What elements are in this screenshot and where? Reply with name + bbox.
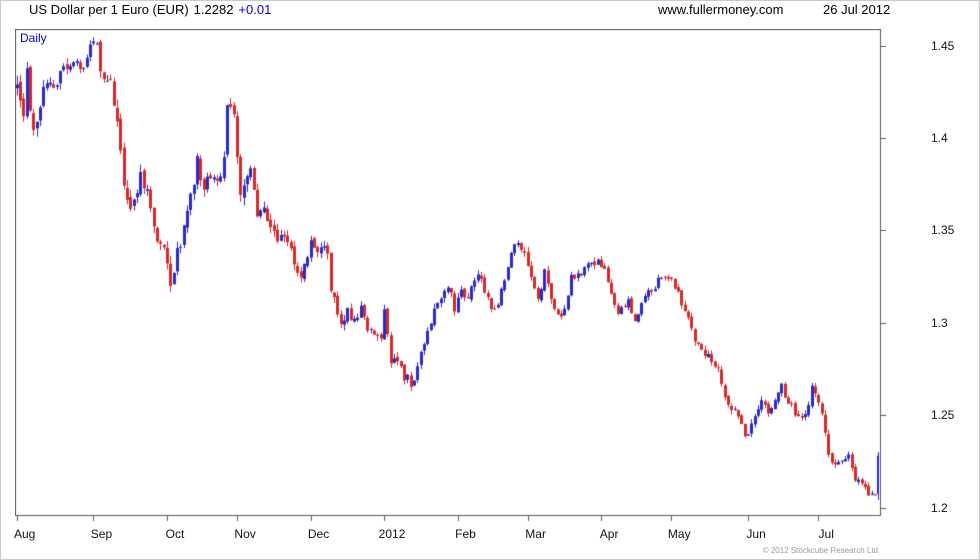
- last-price: 1.2282: [193, 2, 234, 17]
- x-axis-label: 2012: [378, 527, 406, 541]
- x-axis-label: Jun: [746, 527, 766, 541]
- x-axis-label: Oct: [165, 527, 185, 541]
- interval-label: Daily: [20, 31, 47, 45]
- chart-date: 26 Jul 2012: [823, 2, 891, 17]
- x-axis-label: Aug: [13, 527, 36, 541]
- y-axis-label: 1.4: [931, 131, 948, 146]
- price-chart-canvas: [15, 29, 887, 523]
- x-axis-label: Sep: [90, 527, 113, 541]
- x-axis-label: Dec: [307, 527, 330, 541]
- y-axis-label: 1.2: [931, 500, 948, 515]
- x-axis-label: Mar: [525, 527, 546, 541]
- x-axis-label: Nov: [234, 527, 256, 541]
- x-axis-label: May: [667, 527, 691, 541]
- y-axis-label: 1.35: [931, 223, 955, 238]
- y-axis-label: 1.3: [931, 315, 948, 330]
- price-change: +0.01: [238, 2, 272, 17]
- y-axis-label: 1.25: [931, 408, 955, 423]
- x-axis-label: Jul: [818, 527, 834, 541]
- site-link[interactable]: www.fullermoney.com: [658, 2, 784, 17]
- instrument-name: US Dollar per 1 Euro (EUR): [29, 2, 189, 17]
- x-axis-label: Apr: [599, 527, 619, 541]
- x-axis-label: Feb: [455, 527, 476, 541]
- y-axis-label: 1.45: [931, 38, 955, 53]
- chart-title: US Dollar per 1 Euro (EUR) 1.2282 +0.01: [29, 2, 271, 17]
- copyright-notice: © 2012 Stockcube Research Ltd: [762, 546, 878, 555]
